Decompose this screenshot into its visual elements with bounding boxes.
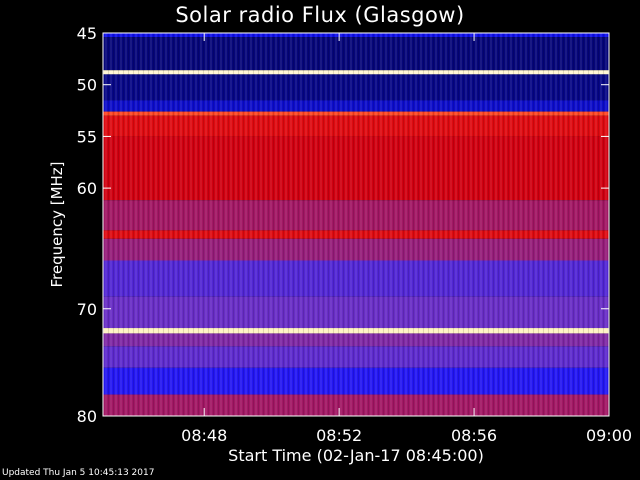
y-axis-label: Frequency [MHz] — [48, 161, 66, 287]
x-tick-label: 08:48 — [181, 426, 227, 445]
y-tick-label: 55 — [77, 127, 97, 146]
x-tick-label: 08:52 — [316, 426, 362, 445]
y-tick-label: 45 — [77, 24, 97, 43]
heatmap-texture — [103, 33, 609, 416]
x-axis: 08:48 08:52 08:56 09:00 — [181, 33, 632, 445]
y-axis: 45 50 55 60 70 80 — [77, 24, 609, 426]
plot-frame — [102, 32, 610, 417]
y-tick-label: 80 — [77, 407, 97, 426]
y-tick-label: 50 — [77, 76, 97, 95]
x-axis-label: Start Time (02-Jan-17 08:45:00) — [228, 446, 484, 465]
y-tick-label: 70 — [77, 300, 97, 319]
chart-title: Solar radio Flux (Glasgow) — [175, 3, 465, 27]
x-tick-label: 08:56 — [451, 426, 497, 445]
update-timestamp: Updated Thu Jan 5 10:45:13 2017 — [2, 468, 155, 478]
y-tick-label: 60 — [77, 179, 97, 198]
x-tick-label: 09:00 — [586, 426, 632, 445]
